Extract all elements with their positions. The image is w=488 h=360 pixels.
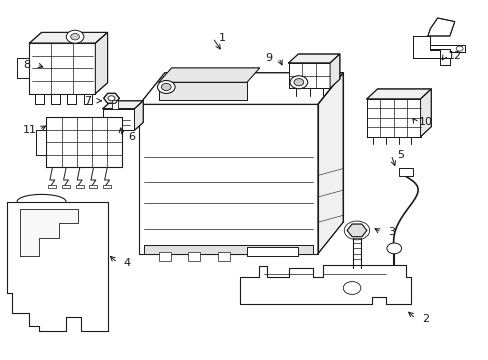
Circle shape [455,46,462,51]
Circle shape [293,78,303,86]
Circle shape [66,30,84,43]
Text: 6: 6 [128,132,135,142]
Polygon shape [102,101,143,109]
Text: 8: 8 [23,60,30,70]
Circle shape [157,81,175,94]
Text: 11: 11 [22,125,36,135]
Text: 4: 4 [123,258,130,268]
Polygon shape [366,89,430,99]
Circle shape [386,243,401,254]
Bar [398,168,412,176]
Circle shape [289,76,307,89]
Polygon shape [83,94,92,104]
Polygon shape [134,101,143,130]
Text: 9: 9 [265,53,272,63]
Polygon shape [159,68,259,82]
Text: 1: 1 [219,33,225,43]
Bar [112,100,118,109]
Text: 7: 7 [84,96,91,106]
Polygon shape [51,94,60,104]
Polygon shape [366,99,420,137]
Circle shape [71,33,79,40]
Bar [188,252,200,261]
Bar [48,185,56,188]
Polygon shape [159,82,246,100]
Polygon shape [427,18,454,36]
Polygon shape [67,94,76,104]
Polygon shape [144,245,312,254]
Polygon shape [17,58,29,78]
Polygon shape [420,89,430,137]
Circle shape [161,84,171,91]
Bar [62,185,70,188]
Polygon shape [139,73,343,104]
Text: 3: 3 [387,227,394,237]
Polygon shape [29,32,107,43]
Bar [103,185,111,188]
Circle shape [343,282,360,294]
Circle shape [108,96,115,101]
Polygon shape [20,209,78,256]
Text: 2: 2 [421,314,428,324]
Polygon shape [95,32,107,94]
Polygon shape [288,63,329,88]
Bar [217,252,229,261]
Polygon shape [103,93,119,103]
Polygon shape [288,54,339,63]
Bar [89,185,97,188]
Text: 5: 5 [397,150,404,160]
Text: 12: 12 [447,51,461,61]
Text: 10: 10 [418,117,431,127]
Polygon shape [139,104,317,254]
Polygon shape [412,36,449,65]
Bar [159,252,171,261]
Polygon shape [346,224,366,237]
Polygon shape [35,94,44,104]
Polygon shape [329,54,339,88]
Polygon shape [7,202,107,331]
Polygon shape [246,247,298,256]
Polygon shape [317,73,343,254]
Polygon shape [102,109,134,130]
Polygon shape [429,45,464,52]
Polygon shape [46,117,122,167]
Polygon shape [239,265,410,304]
Polygon shape [29,43,95,94]
Bar [76,185,83,188]
Polygon shape [36,130,46,155]
